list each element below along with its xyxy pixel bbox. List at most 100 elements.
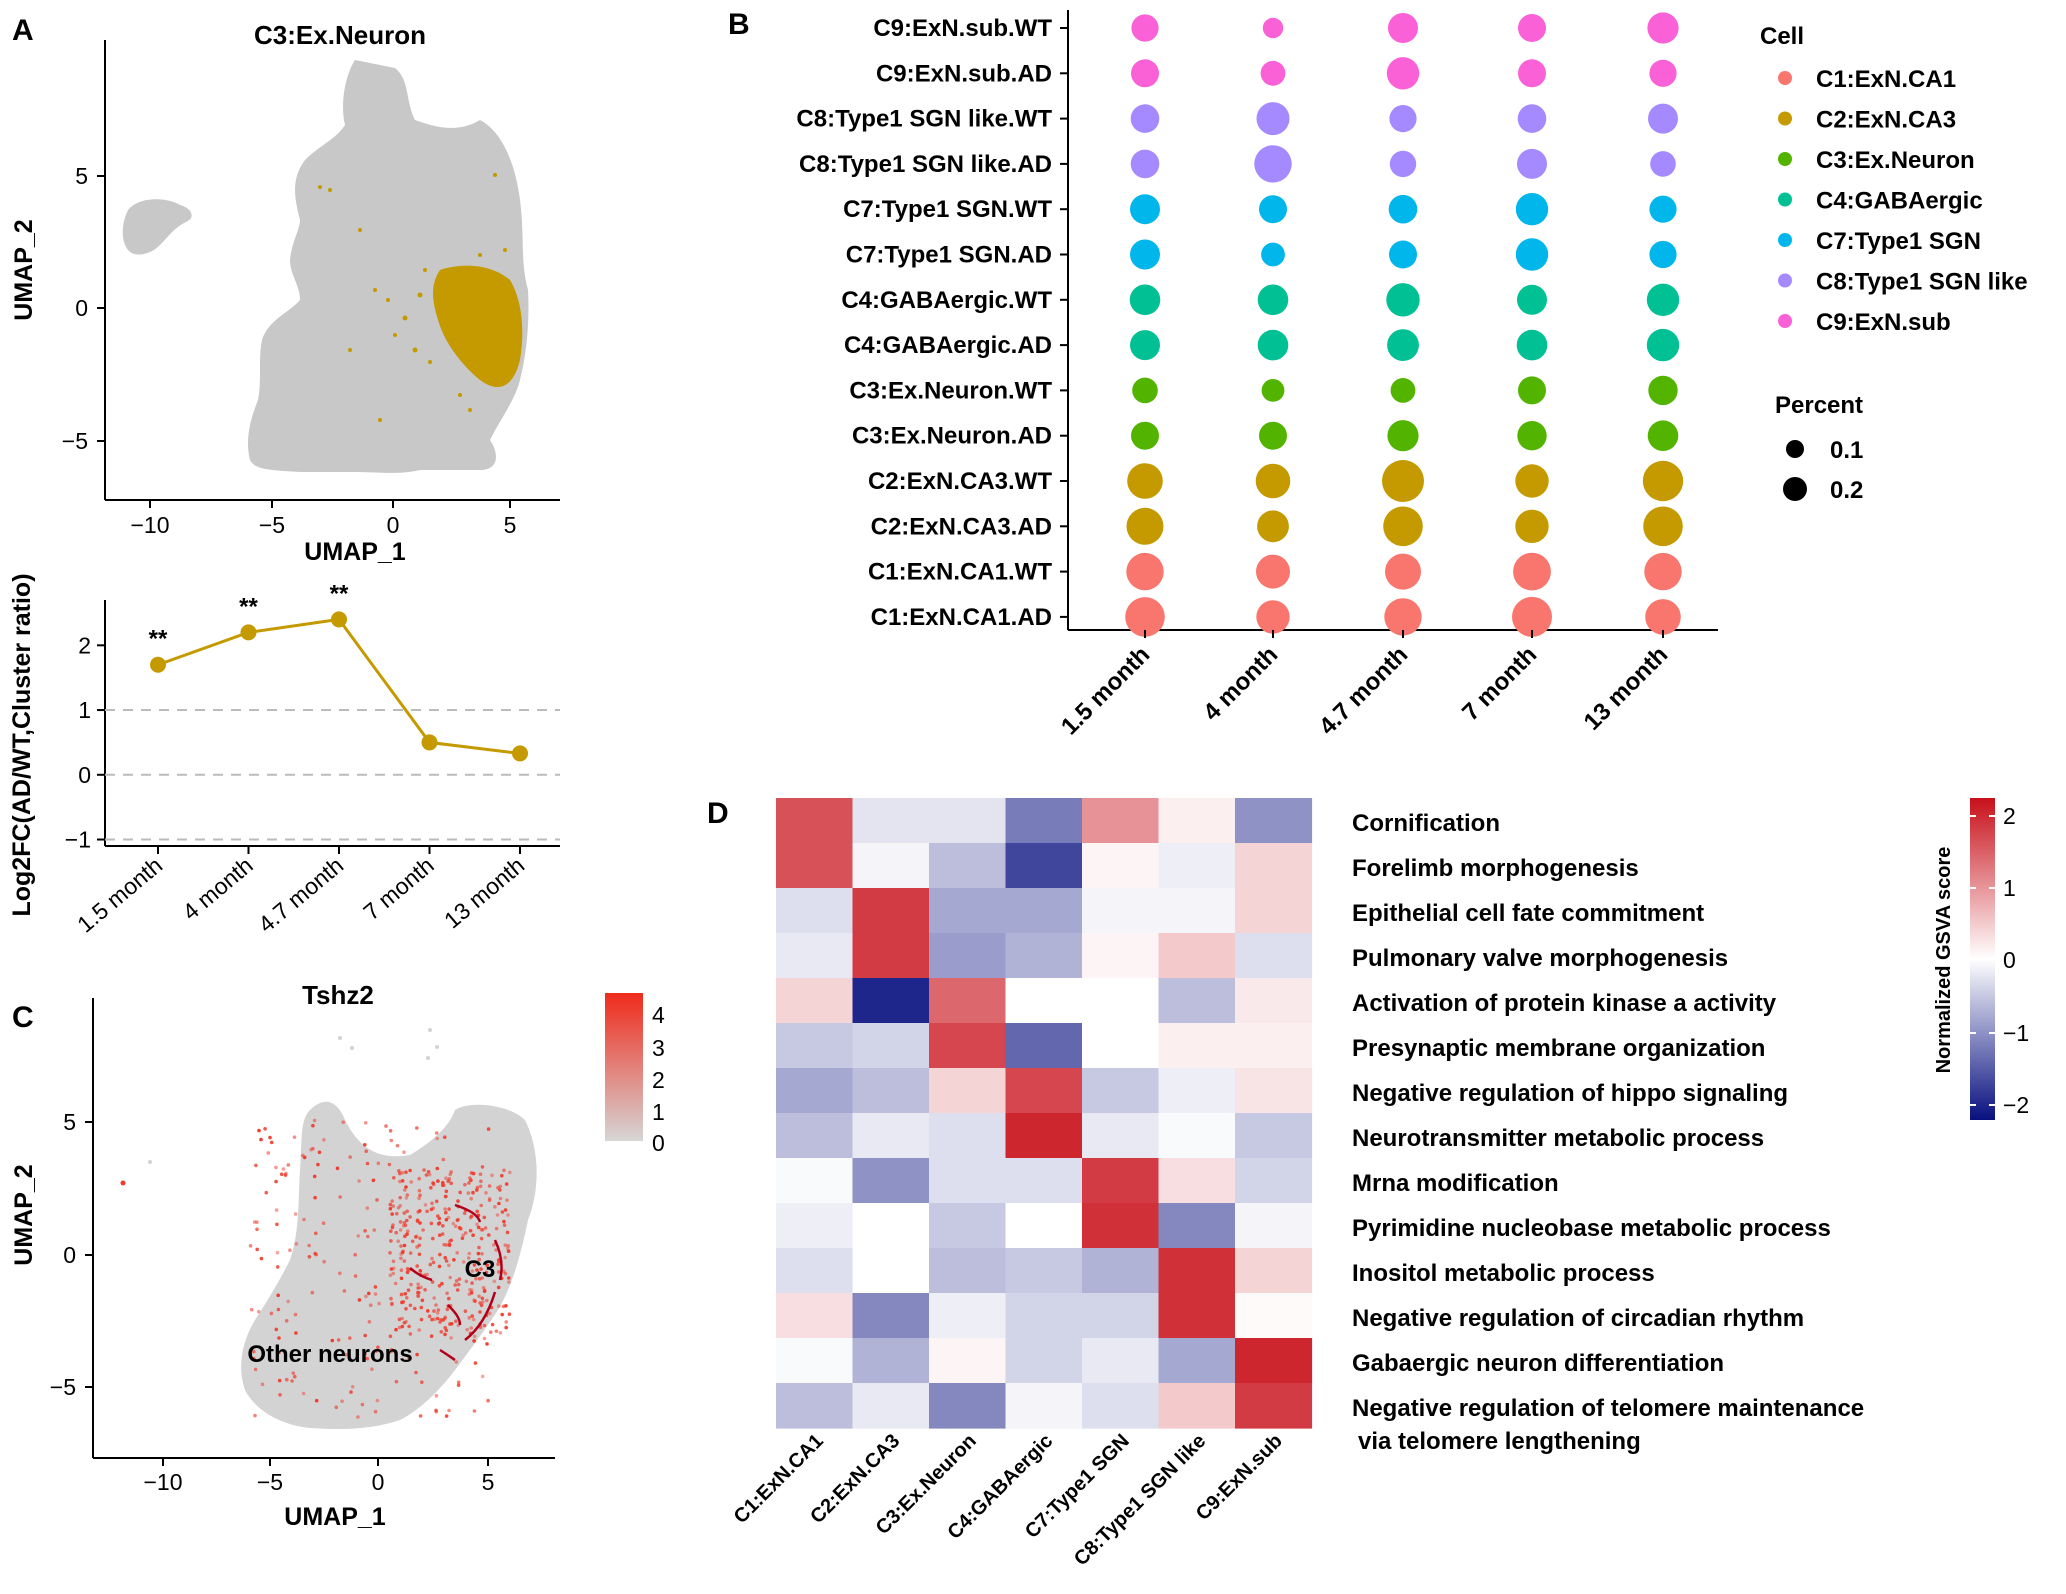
umap-c-expression-points: [248, 1118, 512, 1419]
umap-c-expr-point: [376, 1345, 380, 1350]
umap-c-expr-point: [472, 1334, 477, 1339]
umap-c-expr-point: [434, 1131, 439, 1135]
umap-c-expr-point: [388, 1206, 393, 1211]
umap-c-expr-point: [316, 1162, 320, 1167]
dot-plot-dot: [1389, 105, 1417, 133]
umap-a-ytick-label: −5: [62, 428, 88, 454]
umap-c-expr-point: [255, 1247, 259, 1252]
umap-c-expr-point: [447, 1207, 451, 1211]
umap-c-expr-point: [392, 1176, 396, 1180]
dot-plot-dot: [1386, 57, 1420, 90]
umap-c-expr-point: [479, 1179, 483, 1184]
umap-c-expr-point: [448, 1275, 453, 1280]
umap-a-cluster-small: [122, 199, 192, 255]
umap-c-expr-point: [414, 1370, 418, 1375]
dot-legend-size-label: 0.2: [1830, 477, 1863, 504]
umap-c-expr-point: [469, 1171, 474, 1175]
dot-plot-dot: [1126, 552, 1164, 591]
umap-c-expr-point: [389, 1239, 393, 1243]
umap-c-expr-point: [341, 1120, 346, 1124]
umap-c-expr-point: [444, 1414, 449, 1418]
umap-c-expr-point: [508, 1170, 512, 1175]
umap-c-expr-point: [388, 1273, 393, 1278]
umap-c-expr-point: [441, 1157, 446, 1162]
umap-c-expr-point: [419, 1317, 424, 1322]
dot-plot-dot: [1647, 12, 1679, 44]
umap-c-expr-point: [310, 1290, 315, 1295]
umap-c-expr-point: [294, 1242, 299, 1246]
umap-c-expr-point: [394, 1327, 398, 1332]
panel-label-d: D: [707, 797, 729, 830]
umap-c-expr-point: [498, 1184, 503, 1189]
umap-c-expr-point: [255, 1227, 259, 1232]
umap-c-expr-point: [443, 1315, 448, 1319]
umap-c-expr-point: [410, 1239, 415, 1244]
umap-c-expr-point: [434, 1199, 439, 1204]
line-chart-xtick-label: 4 month: [177, 852, 257, 925]
heatmap-cell: [929, 1293, 1007, 1339]
umap-c-expr-point: [494, 1329, 499, 1333]
umap-c-expr-point: [487, 1198, 492, 1203]
umap-c-expr-point: [444, 1217, 449, 1222]
heatmap-row-label: Gabaergic neuron differentiation: [1352, 1350, 1724, 1377]
umap-c-expr-point: [469, 1196, 474, 1201]
umap-c-expr-point: [375, 1198, 379, 1202]
umap-c-expr-point: [487, 1184, 492, 1188]
heatmap-cell: [1005, 978, 1083, 1024]
umap-c-expr-point: [302, 1155, 307, 1160]
umap-c-expr-point: [418, 1414, 423, 1418]
heatmap-cell: [1005, 1158, 1083, 1204]
umap-c-expr-point: [471, 1190, 475, 1195]
umap-c-ylabel: UMAP_2: [10, 1164, 38, 1265]
umap-c-expr-point: [343, 1353, 348, 1357]
umap-c-expr-point: [487, 1233, 491, 1237]
dot-legend-cell-swatch: [1778, 273, 1792, 288]
dot-plot-row-label: C9:ExN.sub.AD: [876, 60, 1052, 87]
umap-c-expr-point: [436, 1214, 440, 1218]
umap-c-expr-point: [467, 1316, 472, 1320]
heatmap-column-label: C8:Type1 SGN like: [1070, 1430, 1210, 1570]
dot-legend-cell-swatch: [1778, 192, 1792, 207]
umap-c-expr-point: [456, 1380, 461, 1385]
umap-c-expr-point: [290, 1379, 294, 1383]
dot-legend-size: 0.10.2: [1783, 437, 1863, 504]
umap-c-expr-point: [353, 1253, 358, 1257]
umap-c-expr-point: [504, 1320, 509, 1324]
heatmap-cell: [1005, 1293, 1083, 1339]
dot-plot-dot: [1518, 376, 1546, 405]
heatmap-cell: [1235, 1293, 1313, 1339]
umap-c-expr-point: [402, 1221, 407, 1225]
dot-plot-row-label: C4:GABAergic.WT: [841, 287, 1052, 314]
umap-c-xtick-label: 0: [372, 1469, 385, 1495]
umap-c-expr-point: [473, 1361, 478, 1365]
line-chart-xtick-label: 1.5 month: [72, 852, 167, 938]
heatmap-cell: [929, 798, 1007, 844]
umap-c-expr-point: [360, 1402, 365, 1407]
umap-c-expr-point: [476, 1251, 481, 1256]
umap-c-expr-point: [503, 1243, 508, 1247]
umap-c-expr-point: [453, 1224, 458, 1228]
dot-plot-dot: [1382, 460, 1424, 502]
heatmap-cell: [1005, 798, 1083, 844]
dot-plot-dot: [1132, 377, 1158, 404]
umap-c-expr-point: [275, 1222, 279, 1227]
umap-c-expr-point: [390, 1302, 394, 1307]
dot-plot-dot: [1648, 103, 1678, 134]
umap-c-expr-point: [498, 1331, 503, 1335]
umap-c-expr-point: [436, 1179, 440, 1183]
heatmap-row-label: Forelimb morphogenesis: [1352, 855, 1639, 882]
dot-plot: C9:ExN.sub.WT C9:ExN.sub.AD C8:Type1 SGN l…: [796, 10, 1718, 740]
dot-legend-cell-label: C9:ExN.sub: [1816, 309, 1951, 336]
umap-c-expr-point: [259, 1137, 263, 1142]
umap-c-expr-point: [342, 1289, 347, 1293]
panel-label-b: B: [728, 8, 750, 41]
umap-c-expr-point: [455, 1288, 460, 1292]
umap-c-expr-point: [477, 1294, 481, 1299]
umap-c-expr-point: [364, 1294, 368, 1299]
umap-a-title: C3:Ex.Neuron: [254, 20, 426, 50]
dot-plot-xtick-label: 4.7 month: [1314, 641, 1413, 740]
dot-plot-row-label: C2:ExN.CA3.AD: [871, 513, 1052, 540]
umap-c-ytick-label: 5: [63, 1109, 76, 1135]
heatmap-cell: [929, 1383, 1007, 1429]
